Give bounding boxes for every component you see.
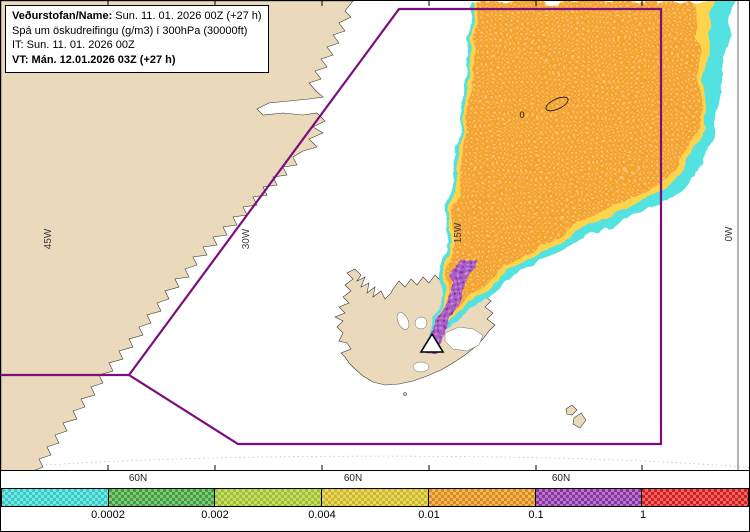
- zero-contour-label: 0: [519, 110, 524, 120]
- ash-plume: [426, 1, 736, 351]
- colorbar-segment-4: [427, 488, 536, 507]
- vatnajokull-glacier: [444, 326, 484, 352]
- info-name-value: Sun. 11. 01. 2026 00Z (+27 h): [112, 10, 262, 22]
- colorbar-threshold-label: 0.01: [418, 509, 440, 521]
- ash-high-stipple: [426, 257, 477, 351]
- colorbar-segment-1: [107, 488, 216, 507]
- vestmannaeyjar-island: [403, 392, 407, 396]
- meridian-label-30w: 30W: [241, 228, 252, 249]
- colorbar: [1, 488, 749, 507]
- langjokull-glacier: [396, 312, 410, 330]
- colorbar-threshold-label: 0.1: [528, 509, 544, 521]
- latitude-gridline-60n: [1, 455, 749, 470]
- info-line-init-time: IT: Sun. 11. 01. 2026 00Z: [12, 39, 135, 52]
- latitude-labels: 60N 60N 60N: [1, 471, 749, 487]
- info-name-label: Veðurstofan/Name:: [12, 10, 113, 22]
- meridian-label-45w: 45W: [43, 228, 54, 249]
- forecast-info-box: Veðurstofan/Name: Sun. 11. 01. 2026 00Z …: [5, 5, 269, 73]
- glaciers: [396, 312, 484, 373]
- meridian-label-0w: 0W: [724, 226, 735, 242]
- latitude-label-60n: 60N: [128, 473, 148, 484]
- info-line-valid-time: VT: Mán. 12.01.2026 03Z (+27 h): [12, 53, 176, 66]
- faroe-islands: [565, 404, 587, 429]
- zero-contour-loop: [545, 96, 569, 112]
- volcano-triangle-marker: [419, 332, 445, 353]
- colorbar-segment-3: [321, 488, 429, 507]
- colorbar-segment-6: [641, 488, 749, 507]
- info-line-name: Veðurstofan/Name: Sun. 11. 01. 2026 00Z …: [12, 9, 262, 24]
- ash-mid-stipple: [433, 1, 701, 341]
- greenland-landmass: [1, 1, 354, 471]
- map-canvas: 0 45W 30W 15W 0W: [1, 1, 749, 471]
- colorbar-threshold-label: 0.0002: [91, 509, 125, 521]
- latitude-label-60n: 60N: [343, 473, 363, 484]
- meridian-label-15w: 15W: [453, 222, 464, 243]
- colorbar-segment-0: [1, 488, 109, 507]
- myrdalsjokull-glacier: [412, 361, 430, 373]
- hofsjokull-glacier: [414, 316, 428, 330]
- latitude-label-60n: 60N: [551, 473, 571, 484]
- forecast-area-boundary: [1, 7, 663, 446]
- colorbar-threshold-label: 0.004: [308, 509, 336, 521]
- info-line-subtitle: Spá um öskudreifingu (g/m3) í 300hPa (30…: [12, 24, 248, 37]
- colorbar-threshold-label: 0.002: [201, 509, 229, 521]
- colorbar-segment-2: [214, 488, 323, 507]
- colorbar-threshold-label: 1: [639, 509, 647, 521]
- colorbar-segment-5: [534, 488, 643, 507]
- colorbar-labels: 0.0002 0.002 0.004 0.01 0.1 1: [1, 507, 749, 525]
